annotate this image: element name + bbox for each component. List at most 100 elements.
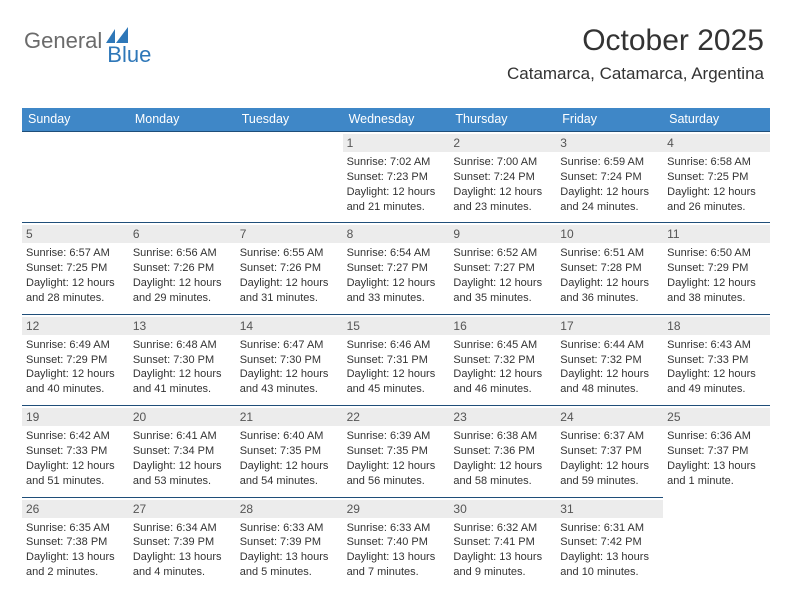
daylight-line2: and 26 minutes.	[667, 200, 766, 215]
sunset-text: Sunset: 7:29 PM	[26, 353, 125, 368]
sunrise-text: Sunrise: 6:49 AM	[26, 338, 125, 353]
header: October 2025 Catamarca, Catamarca, Argen…	[507, 24, 764, 84]
sunrise-text: Sunrise: 6:31 AM	[560, 521, 659, 536]
day-cell: 9Sunrise: 6:52 AMSunset: 7:27 PMDaylight…	[449, 222, 556, 313]
sunrise-text: Sunrise: 6:35 AM	[26, 521, 125, 536]
date-number: 25	[663, 408, 770, 426]
sunset-text: Sunset: 7:29 PM	[667, 261, 766, 276]
daylight-line2: and 45 minutes.	[347, 382, 446, 397]
date-number: 13	[129, 317, 236, 335]
daylight-line1: Daylight: 12 hours	[133, 459, 232, 474]
sunset-text: Sunset: 7:33 PM	[26, 444, 125, 459]
date-number: 29	[343, 500, 450, 518]
daylight-line2: and 21 minutes.	[347, 200, 446, 215]
daylight-line1: Daylight: 12 hours	[667, 276, 766, 291]
sunset-text: Sunset: 7:40 PM	[347, 535, 446, 550]
date-number: 10	[556, 225, 663, 243]
daylight-line2: and 51 minutes.	[26, 474, 125, 489]
sunrise-text: Sunrise: 6:43 AM	[667, 338, 766, 353]
date-number: 16	[449, 317, 556, 335]
date-number: 17	[556, 317, 663, 335]
sunset-text: Sunset: 7:39 PM	[240, 535, 339, 550]
brand-logo: General Blue	[24, 28, 173, 54]
date-number: 15	[343, 317, 450, 335]
sunset-text: Sunset: 7:27 PM	[347, 261, 446, 276]
weekday-header: Sunday	[22, 108, 129, 131]
sunrise-text: Sunrise: 6:57 AM	[26, 246, 125, 261]
daylight-line2: and 4 minutes.	[133, 565, 232, 580]
daylight-line2: and 31 minutes.	[240, 291, 339, 306]
daylight-line2: and 40 minutes.	[26, 382, 125, 397]
date-number: 1	[343, 134, 450, 152]
day-cell: 18Sunrise: 6:43 AMSunset: 7:33 PMDayligh…	[663, 314, 770, 405]
empty-cell	[129, 131, 236, 222]
empty-cell	[22, 131, 129, 222]
date-number: 27	[129, 500, 236, 518]
daylight-line2: and 36 minutes.	[560, 291, 659, 306]
brand-blue: Blue	[107, 42, 151, 68]
sunset-text: Sunset: 7:26 PM	[240, 261, 339, 276]
daylight-line1: Daylight: 12 hours	[26, 367, 125, 382]
day-cell: 28Sunrise: 6:33 AMSunset: 7:39 PMDayligh…	[236, 497, 343, 588]
weekday-header: Thursday	[449, 108, 556, 131]
daylight-line2: and 7 minutes.	[347, 565, 446, 580]
day-cell: 15Sunrise: 6:46 AMSunset: 7:31 PMDayligh…	[343, 314, 450, 405]
sunrise-text: Sunrise: 6:46 AM	[347, 338, 446, 353]
day-cell: 20Sunrise: 6:41 AMSunset: 7:34 PMDayligh…	[129, 405, 236, 496]
sunset-text: Sunset: 7:36 PM	[453, 444, 552, 459]
sunrise-text: Sunrise: 6:45 AM	[453, 338, 552, 353]
sunset-text: Sunset: 7:30 PM	[133, 353, 232, 368]
day-cell: 16 Sunrise: 6:45 AMSunset: 7:32 PMDayligh…	[449, 314, 556, 405]
daylight-line1: Daylight: 12 hours	[667, 367, 766, 382]
sunrise-text: Sunrise: 7:00 AM	[453, 155, 552, 170]
daylight-line1: Daylight: 12 hours	[26, 276, 125, 291]
day-cell: 12Sunrise: 6:49 AMSunset: 7:29 PMDayligh…	[22, 314, 129, 405]
sunrise-text: Sunrise: 6:33 AM	[347, 521, 446, 536]
daylight-line2: and 35 minutes.	[453, 291, 552, 306]
daylight-line1: Daylight: 12 hours	[453, 185, 552, 200]
day-cell: 27Sunrise: 6:34 AMSunset: 7:39 PMDayligh…	[129, 497, 236, 588]
daylight-line2: and 33 minutes.	[347, 291, 446, 306]
sunrise-text: Sunrise: 6:39 AM	[347, 429, 446, 444]
date-number: 23	[449, 408, 556, 426]
date-number: 18	[663, 317, 770, 335]
sunset-text: Sunset: 7:24 PM	[560, 170, 659, 185]
daylight-line1: Daylight: 12 hours	[240, 367, 339, 382]
date-number: 22	[343, 408, 450, 426]
day-cell: 13Sunrise: 6:48 AMSunset: 7:30 PMDayligh…	[129, 314, 236, 405]
daylight-line2: and 10 minutes.	[560, 565, 659, 580]
daylight-line2: and 28 minutes.	[26, 291, 125, 306]
sunset-text: Sunset: 7:32 PM	[453, 353, 552, 368]
daylight-line1: Daylight: 12 hours	[667, 185, 766, 200]
sunset-text: Sunset: 7:32 PM	[560, 353, 659, 368]
sunrise-text: Sunrise: 6:50 AM	[667, 246, 766, 261]
sunset-text: Sunset: 7:37 PM	[560, 444, 659, 459]
sunrise-text: Sunrise: 6:51 AM	[560, 246, 659, 261]
sunset-text: Sunset: 7:35 PM	[347, 444, 446, 459]
date-number: 30	[449, 500, 556, 518]
daylight-line2: and 23 minutes.	[453, 200, 552, 215]
date-number: 4	[663, 134, 770, 152]
date-number: 9	[449, 225, 556, 243]
date-number: 24	[556, 408, 663, 426]
day-cell: 19Sunrise: 6:42 AMSunset: 7:33 PMDayligh…	[22, 405, 129, 496]
sunset-text: Sunset: 7:24 PM	[453, 170, 552, 185]
sunrise-text: Sunrise: 6:44 AM	[560, 338, 659, 353]
date-number: 2	[449, 134, 556, 152]
sunrise-text: Sunrise: 6:42 AM	[26, 429, 125, 444]
day-cell: 3Sunrise: 6:59 AMSunset: 7:24 PMDaylight…	[556, 131, 663, 222]
day-cell: 31Sunrise: 6:31 AMSunset: 7:42 PMDayligh…	[556, 497, 663, 588]
day-cell: 4Sunrise: 6:58 AMSunset: 7:25 PMDaylight…	[663, 131, 770, 222]
sunset-text: Sunset: 7:42 PM	[560, 535, 659, 550]
sunset-text: Sunset: 7:34 PM	[133, 444, 232, 459]
location: Catamarca, Catamarca, Argentina	[507, 64, 764, 84]
day-cell: 26Sunrise: 6:35 AMSunset: 7:38 PMDayligh…	[22, 497, 129, 588]
date-number: 19	[22, 408, 129, 426]
date-number: 8	[343, 225, 450, 243]
weekday-header: Tuesday	[236, 108, 343, 131]
daylight-line1: Daylight: 12 hours	[453, 367, 552, 382]
daylight-line1: Daylight: 12 hours	[240, 276, 339, 291]
sunset-text: Sunset: 7:31 PM	[347, 353, 446, 368]
daylight-line2: and 9 minutes.	[453, 565, 552, 580]
date-number: 11	[663, 225, 770, 243]
